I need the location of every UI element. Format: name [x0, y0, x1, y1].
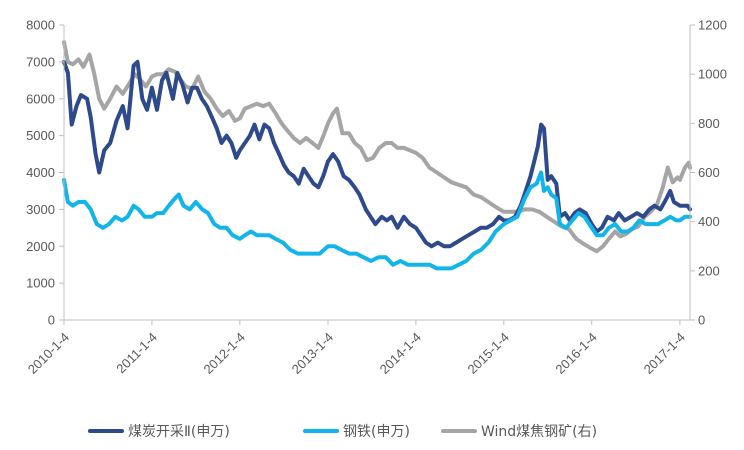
y-tick-label-right: 800	[698, 116, 720, 131]
plot-lines	[62, 40, 692, 271]
y-tick-label-right: 200	[698, 263, 720, 278]
series-line-3	[62, 40, 692, 254]
y-tick-label-left: 6000	[26, 91, 55, 106]
y-tick-label-left: 7000	[26, 54, 55, 69]
y-tick-label-left: 8000	[26, 18, 55, 33]
y-tick-label-right: 1200	[698, 18, 727, 33]
y-tick-label-left: 3000	[26, 202, 55, 217]
axes: 0 1000 2000 3000 4000 5000 6000 7000 8000 0 200 400…	[25, 18, 727, 377]
x-tick-label: 2015-1-4	[465, 330, 512, 377]
y-tick-label-right: 1000	[698, 67, 727, 82]
legend: 煤炭开采Ⅱ(申万) 钢铁(申万) Wind煤焦钢矿(右)	[88, 424, 597, 440]
x-tick-label: 2012-1-4	[201, 330, 248, 377]
x-tick-label: 2010-1-4	[25, 330, 72, 377]
x-tick-label: 2017-1-4	[641, 330, 688, 377]
y-tick-label-right: 600	[698, 165, 720, 180]
x-tick-label: 2011-1-4	[113, 330, 160, 377]
x-tick-label: 2016-1-4	[552, 330, 599, 377]
y-tick-label-right: 0	[698, 313, 705, 328]
legend-label-3: Wind煤焦钢矿(右)	[481, 424, 597, 440]
legend-label-2: 钢铁(申万)	[343, 424, 410, 440]
x-tick-label: 2013-1-4	[289, 330, 336, 377]
y-tick-label-left: 5000	[26, 128, 55, 143]
series-line-2	[62, 170, 692, 271]
y-tick-label-left: 4000	[26, 165, 55, 180]
series-line-1	[62, 59, 692, 249]
legend-label-1: 煤炭开采Ⅱ(申万)	[128, 424, 230, 440]
y-tick-label-right: 400	[698, 214, 720, 229]
y-tick-label-left: 2000	[26, 239, 55, 254]
x-tick-label: 2014-1-4	[377, 330, 424, 377]
y-tick-label-left: 0	[48, 313, 55, 328]
y-tick-label-left: 1000	[26, 276, 55, 291]
